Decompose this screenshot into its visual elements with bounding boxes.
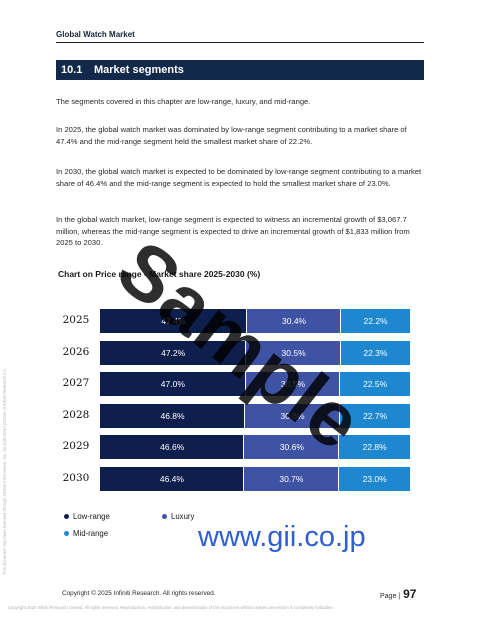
bar-segment-low-range bbox=[100, 309, 246, 333]
bar-segment-mid-range bbox=[339, 403, 411, 428]
intro-paragraph: The segments covered in this chapter are… bbox=[56, 97, 311, 106]
stacked-bar-chart: 2025 47.4% 30.4% 22.2% 2026 47.2% 30.5% 22.3% 20… bbox=[56, 308, 426, 498]
bar-segment-low-range bbox=[100, 466, 243, 491]
category-label: 2029 bbox=[62, 440, 90, 452]
data-label: 22.8% bbox=[362, 442, 387, 452]
bar-segment-luxury bbox=[245, 403, 339, 428]
category-label: 2028 bbox=[62, 408, 90, 421]
section-heading: 10.1 Market segments bbox=[56, 60, 424, 80]
data-label: 46.6% bbox=[160, 442, 185, 452]
paragraph-2030: In 2030, the global watch market is expe… bbox=[56, 167, 422, 188]
bar-segment-mid-range bbox=[340, 372, 410, 396]
bar-segment-luxury bbox=[243, 466, 338, 491]
data-label: 30.7% bbox=[279, 473, 304, 484]
data-label: 22.5% bbox=[363, 379, 388, 389]
bar-segment-low-range bbox=[100, 435, 244, 459]
data-label: 46.4% bbox=[159, 473, 184, 484]
data-label: 30.6% bbox=[280, 410, 305, 421]
legend-marker bbox=[64, 514, 69, 519]
data-label: 30.5% bbox=[281, 347, 306, 358]
footer-fine-print: Copyright 2025 Infiniti Research Limited… bbox=[8, 605, 334, 610]
data-label: 30.6% bbox=[279, 442, 304, 452]
bar-segment-luxury bbox=[244, 435, 339, 459]
data-label: 23.0% bbox=[362, 473, 387, 484]
license-side-note: This document has been licensed through … bbox=[2, 368, 7, 575]
legend-marker bbox=[64, 531, 69, 536]
chart-title: Chart on Price range - Market share 2025… bbox=[58, 269, 261, 279]
data-label: 22.3% bbox=[363, 347, 388, 358]
data-label: 22.2% bbox=[363, 316, 388, 326]
legend-label: Low-range bbox=[73, 512, 110, 521]
legend-item: Mid-range bbox=[64, 529, 108, 538]
data-label: 30.5% bbox=[280, 379, 306, 389]
bar-segment-luxury bbox=[246, 309, 341, 333]
gii-watermark: www.gii.co.jp bbox=[198, 521, 366, 553]
data-label: 46.8% bbox=[160, 410, 185, 421]
bar-segment-mid-range bbox=[339, 435, 410, 459]
section-number: 10.1 bbox=[61, 64, 83, 76]
category-label: 2025 bbox=[62, 314, 90, 326]
legend-label: Mid-range bbox=[73, 529, 109, 538]
running-header: Global Watch Market bbox=[56, 30, 424, 43]
bar-segment-mid-range bbox=[340, 340, 410, 365]
bar-segment-low-range bbox=[100, 340, 246, 365]
data-label: 47.2% bbox=[161, 347, 186, 358]
bar-segment-luxury bbox=[246, 340, 340, 365]
data-label: 47.0% bbox=[160, 379, 185, 389]
data-label: 30.4% bbox=[282, 316, 307, 326]
legend-marker bbox=[162, 514, 167, 519]
data-label: 22.7% bbox=[363, 410, 388, 421]
legend-label: Luxury bbox=[171, 512, 195, 521]
bar-segment-mid-range bbox=[339, 466, 411, 491]
bar-segment-low-range bbox=[100, 403, 245, 428]
category-label: 2027 bbox=[62, 377, 90, 389]
bar-segment-luxury bbox=[245, 372, 340, 396]
bar-segment-mid-range bbox=[341, 309, 410, 333]
page-label: Page | bbox=[380, 593, 401, 600]
bar-segment-low-range bbox=[100, 372, 245, 396]
page-indicator: Page | 97 bbox=[380, 587, 416, 601]
section-title: Market segments bbox=[94, 64, 184, 76]
data-label: 47.4% bbox=[161, 316, 186, 326]
legend-item: Luxury bbox=[162, 512, 194, 521]
page-number: 97 bbox=[403, 587, 417, 601]
category-label: 2030 bbox=[62, 471, 90, 484]
paragraph-2025: In 2025, the global watch market was dom… bbox=[56, 125, 407, 146]
footer-copyright: Copyright © 2025 Infiniti Research. All … bbox=[62, 590, 216, 597]
legend-item: Low-range bbox=[64, 512, 110, 521]
category-label: 2026 bbox=[62, 345, 90, 358]
paragraph-growth: In the global watch market, low-range se… bbox=[56, 215, 410, 247]
